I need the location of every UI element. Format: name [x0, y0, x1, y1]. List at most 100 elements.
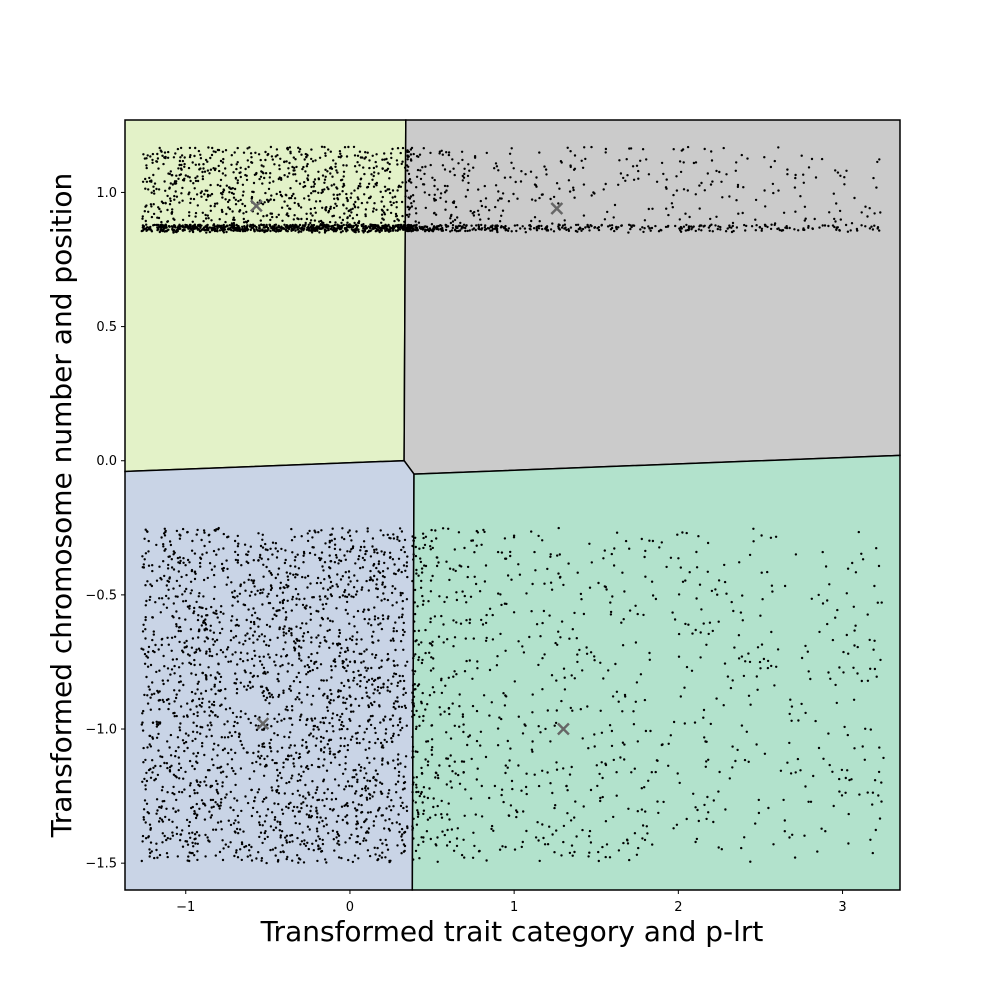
data-point [279, 586, 282, 590]
data-point [332, 808, 335, 811]
data-point [188, 759, 192, 763]
data-point [198, 807, 201, 810]
data-point [649, 229, 652, 232]
data-point [376, 846, 379, 850]
data-point [462, 176, 466, 179]
data-point [433, 178, 436, 182]
data-point [285, 805, 288, 808]
data-point [203, 170, 207, 173]
data-point [410, 202, 413, 205]
data-point [307, 750, 311, 753]
data-point [645, 825, 648, 828]
data-point [337, 155, 340, 159]
data-point [149, 595, 152, 599]
data-point [199, 556, 202, 559]
data-point [338, 193, 341, 196]
data-point [350, 785, 354, 788]
data-point [181, 829, 184, 832]
data-point [151, 158, 154, 162]
data-point [268, 176, 271, 179]
data-point [624, 179, 627, 182]
data-point [421, 658, 424, 662]
data-point [270, 586, 273, 590]
data-point [271, 553, 274, 556]
data-point [627, 223, 631, 226]
data-point [497, 190, 500, 193]
data-point [358, 150, 362, 153]
data-point [256, 212, 259, 215]
data-point [151, 721, 155, 724]
data-point [188, 211, 191, 214]
data-point [362, 223, 365, 226]
data-point [430, 656, 433, 659]
data-point [877, 794, 880, 797]
data-point [300, 802, 303, 805]
data-point [471, 539, 475, 542]
data-point [339, 231, 343, 234]
data-point [381, 614, 385, 617]
data-point [452, 201, 456, 205]
data-point [204, 673, 207, 677]
data-point [845, 633, 848, 637]
data-point [209, 204, 212, 208]
data-point [319, 816, 322, 819]
data-point [305, 217, 309, 221]
data-point [857, 530, 860, 534]
data-point [268, 601, 272, 605]
data-point [383, 575, 386, 579]
data-point [382, 617, 385, 621]
data-point [285, 834, 289, 837]
data-point [305, 622, 308, 625]
data-point [152, 189, 156, 193]
data-point [313, 662, 316, 665]
data-point [235, 618, 239, 621]
data-point [364, 839, 368, 842]
data-point [475, 739, 479, 743]
data-point [188, 223, 192, 227]
data-point [234, 177, 238, 180]
data-point [660, 229, 663, 232]
data-point [155, 798, 159, 801]
data-point [424, 758, 427, 761]
data-point [391, 724, 395, 727]
data-point [403, 630, 406, 634]
data-point [363, 193, 366, 196]
data-point [437, 776, 440, 780]
data-point [839, 218, 842, 221]
data-point [445, 189, 448, 192]
data-point [177, 167, 180, 170]
data-point [273, 613, 276, 616]
data-point [376, 677, 380, 680]
data-point [189, 154, 192, 157]
data-point [289, 564, 292, 568]
data-point [286, 175, 289, 178]
data-point [313, 717, 317, 720]
data-point [143, 693, 146, 697]
data-point [834, 616, 837, 619]
data-point [391, 189, 395, 192]
data-point [316, 666, 319, 670]
data-point [400, 200, 404, 204]
data-point [172, 224, 176, 227]
data-point [363, 172, 366, 176]
data-point [516, 224, 519, 227]
data-point [233, 187, 237, 191]
data-point [386, 161, 389, 164]
data-point [353, 661, 357, 664]
data-point [600, 761, 603, 764]
data-point [452, 645, 455, 648]
data-point [209, 209, 212, 212]
data-point [350, 548, 353, 551]
data-point [195, 600, 198, 604]
data-point [600, 731, 604, 734]
data-point [174, 755, 177, 758]
data-point [363, 229, 367, 233]
data-point [262, 165, 265, 168]
data-point [434, 213, 438, 216]
data-point [316, 725, 319, 729]
data-point [371, 579, 375, 582]
data-point [289, 801, 292, 804]
data-point [196, 528, 199, 532]
data-point [187, 855, 190, 858]
data-point [363, 776, 366, 780]
